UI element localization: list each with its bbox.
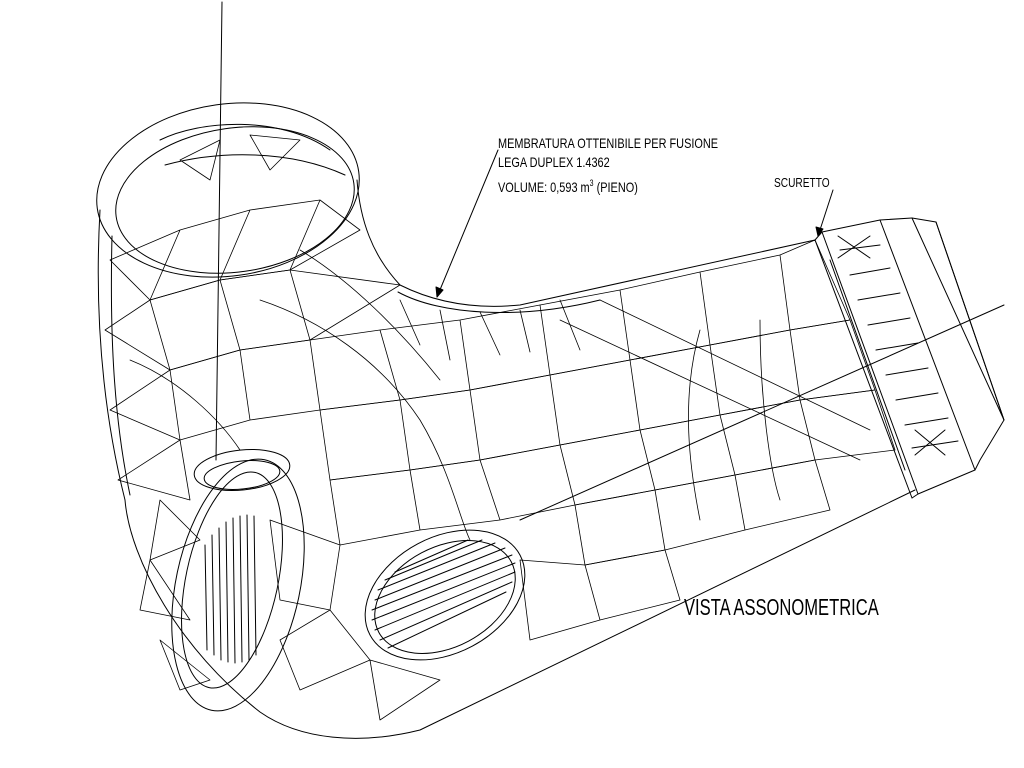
top-boss	[96, 102, 401, 501]
right-flange	[814, 217, 1005, 499]
volume-suffix: (PIENO)	[593, 179, 638, 195]
volume-exponent: 3	[589, 178, 594, 188]
membrane-note-line-1: MEMBRATURA OTTENIBILE PER FUSIONE	[498, 135, 719, 151]
body-outline	[124, 239, 916, 739]
scuretto-leader-arrow	[815, 226, 824, 237]
membrane-leader-line	[436, 149, 499, 298]
view-title: VISTA ASSONOMETRICA	[684, 594, 879, 620]
triangle-mesh	[104, 134, 896, 721]
membrane-leader-arrow	[435, 286, 444, 298]
central-oval-hole	[364, 529, 526, 661]
vertical-axis-line	[215, 1, 223, 461]
membrane-note-line-2: LEGA DUPLEX 1.4362	[498, 154, 610, 170]
volume-note: VOLUME: 0,593 m3 (PIENO)	[498, 174, 638, 196]
volume-value: VOLUME: 0,593 m	[498, 179, 590, 195]
scuretto-label: SCURETTO	[774, 175, 830, 190]
lower-left-bore	[171, 448, 305, 712]
arm-axis-line	[519, 304, 1005, 521]
